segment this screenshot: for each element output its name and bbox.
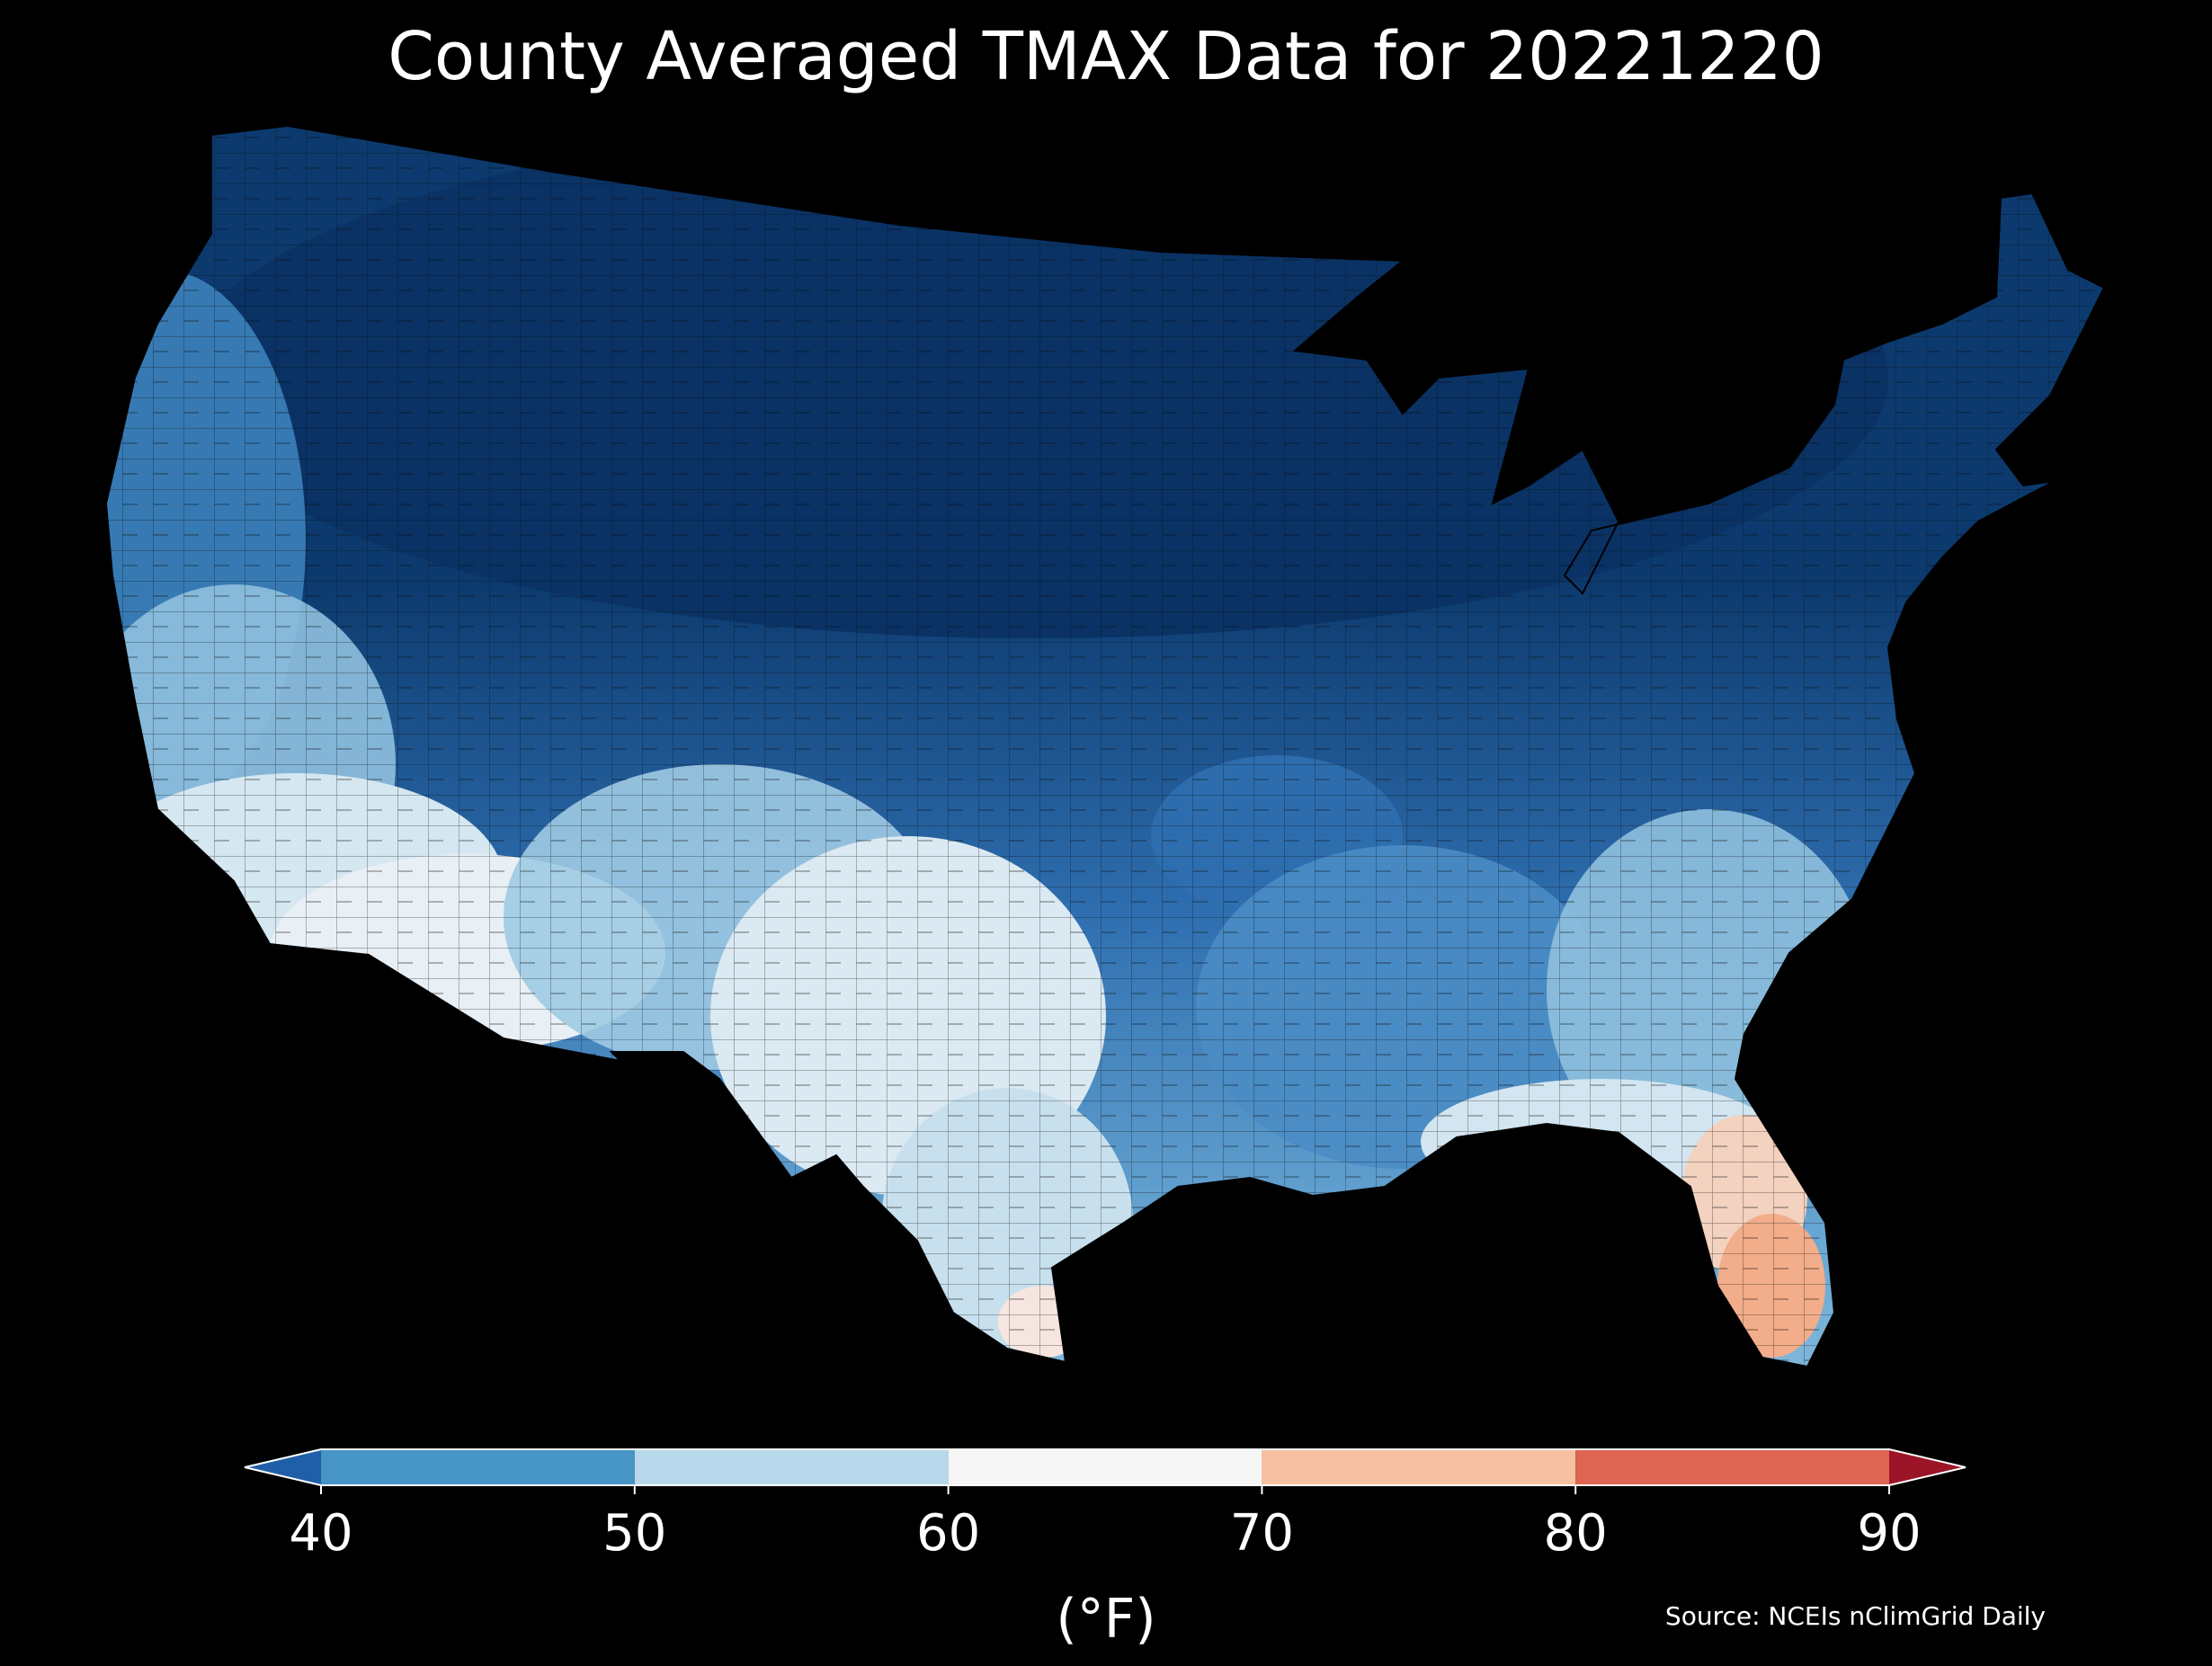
colorbar-extend-low	[245, 1449, 321, 1485]
us-outline	[104, 124, 2106, 1368]
colorbar-tick-label: 80	[1543, 1504, 1608, 1563]
colorbar-tick-label: 60	[915, 1504, 981, 1563]
colorbar-bin	[1262, 1449, 1576, 1485]
colorbar-bin	[948, 1449, 1262, 1485]
colorbar-bin	[321, 1449, 635, 1485]
colorbar-tick-label: 90	[1857, 1504, 1922, 1563]
colorbar-tick-label: 70	[1229, 1504, 1295, 1563]
colorbar-tick-label: 50	[602, 1504, 667, 1563]
source-note: Source: NCEIs nClimGrid Daily	[1664, 1601, 2046, 1631]
colorbar-bin	[634, 1449, 949, 1485]
colorbar-bin	[1575, 1449, 1889, 1485]
colorbar-tick-label: 40	[289, 1504, 353, 1563]
colorbar-extend-high	[1889, 1449, 1966, 1485]
colorbar-unit-label: (°F)	[1056, 1588, 1156, 1651]
map-title: County Averaged TMAX Data for 20221220	[388, 18, 1824, 95]
colorbar	[244, 1448, 1967, 1494]
